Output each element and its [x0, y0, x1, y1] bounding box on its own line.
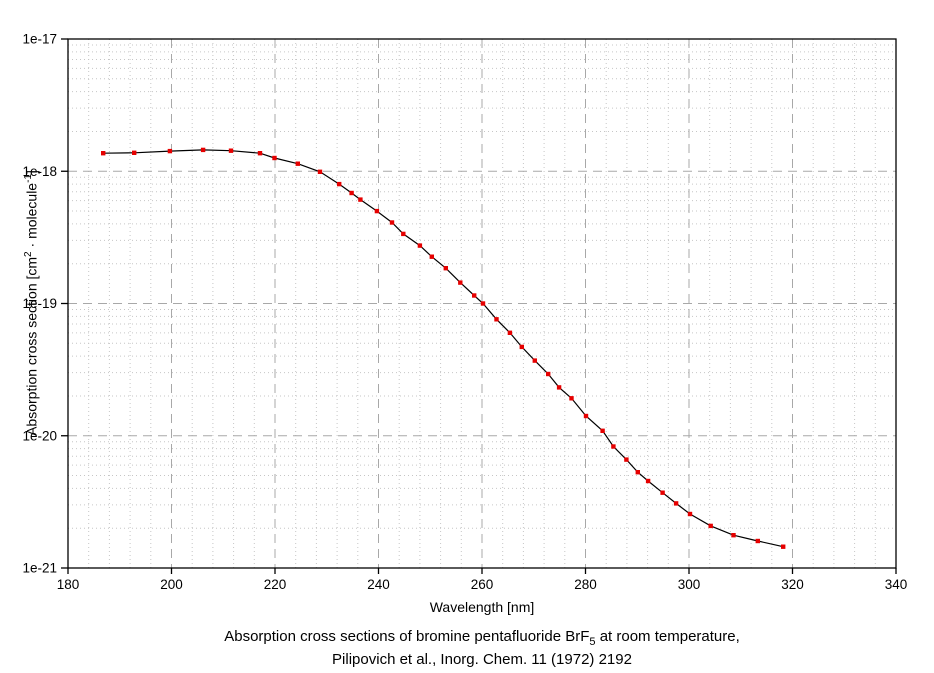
- data-point-marker: [167, 148, 173, 154]
- x-tick-label: 200: [160, 577, 183, 592]
- data-point-marker: [374, 208, 380, 214]
- data-point-marker: [731, 533, 736, 538]
- x-tick-label: 340: [885, 577, 908, 592]
- caption-line2: Pilipovich et al., Inorg. Chem. 11 (1972…: [332, 651, 632, 668]
- y-tick-label: 1e-18: [22, 164, 57, 179]
- data-point-marker: [546, 371, 551, 377]
- y-axis-label: Absorption cross section [cm2 · molecule…: [19, 3, 40, 603]
- data-point-marker: [569, 396, 574, 401]
- data-point-marker: [401, 231, 406, 237]
- data-point-marker: [295, 161, 300, 166]
- data-point-marker: [257, 151, 263, 156]
- x-axis-label: Wavelength [nm]: [429, 599, 535, 615]
- data-point-marker: [349, 190, 354, 196]
- data-point-marker: [458, 280, 463, 285]
- data-point-marker: [317, 169, 323, 174]
- data-point-marker: [101, 151, 106, 156]
- data-point-marker: [611, 444, 616, 449]
- data-point-marker: [494, 317, 499, 322]
- data-point-marker: [600, 428, 605, 433]
- y-axis-label-sup-2: 2: [23, 251, 34, 257]
- y-axis-label-text-mid: · molecule: [23, 182, 40, 252]
- x-tick-label: 180: [57, 577, 80, 592]
- y-axis-label-text-end: ]: [23, 170, 40, 174]
- data-point-marker: [443, 266, 448, 271]
- data-point-marker: [200, 147, 206, 153]
- data-point-marker: [480, 301, 486, 306]
- x-tick-label: 300: [678, 577, 701, 592]
- data-point-marker: [635, 470, 640, 475]
- data-point-marker: [673, 501, 679, 506]
- y-tick-label: 1e-21: [22, 561, 57, 576]
- x-tick-label: 220: [264, 577, 287, 592]
- data-point-marker: [708, 523, 713, 529]
- data-point-marker: [687, 511, 693, 517]
- data-point-marker: [389, 220, 395, 225]
- caption-line1-suffix: at room temperature,: [595, 628, 740, 645]
- data-point-marker: [781, 544, 786, 549]
- x-tick-label: 260: [471, 577, 494, 592]
- data-point-marker: [272, 155, 277, 161]
- caption-line1: Absorption cross sections of bromine pen…: [68, 628, 896, 648]
- data-point-marker: [429, 254, 434, 259]
- data-point-marker: [624, 457, 629, 462]
- data-point-marker: [417, 243, 423, 248]
- data-point-marker: [583, 413, 589, 419]
- y-tick-label: 1e-19: [22, 296, 57, 311]
- data-point-marker: [228, 148, 234, 153]
- data-point-marker: [519, 344, 524, 350]
- caption-line1-subscript-5: 5: [589, 636, 596, 648]
- data-point-marker: [132, 150, 137, 155]
- y-axis-label-text: Absorption cross section [cm: [23, 256, 40, 436]
- data-point-marker: [358, 197, 363, 202]
- y-axis-label-sup-minus1: -1: [23, 174, 34, 183]
- x-tick-label: 320: [781, 577, 804, 592]
- y-tick-label: 1e-17: [22, 32, 57, 47]
- x-tick-label: 280: [574, 577, 597, 592]
- data-point-marker: [507, 330, 513, 335]
- data-point-marker: [532, 358, 537, 363]
- x-tick-label: 240: [367, 577, 390, 592]
- data-point-marker: [472, 293, 477, 298]
- data-point-marker: [660, 490, 665, 495]
- y-tick-label: 1e-20: [22, 428, 57, 443]
- data-line: [103, 149, 784, 548]
- data-point-marker: [556, 385, 562, 390]
- data-point-marker: [755, 538, 760, 544]
- data-point-marker: [645, 478, 651, 484]
- caption-line1-prefix: Absorption cross sections of bromine pen…: [224, 628, 590, 645]
- data-point-marker: [337, 181, 342, 187]
